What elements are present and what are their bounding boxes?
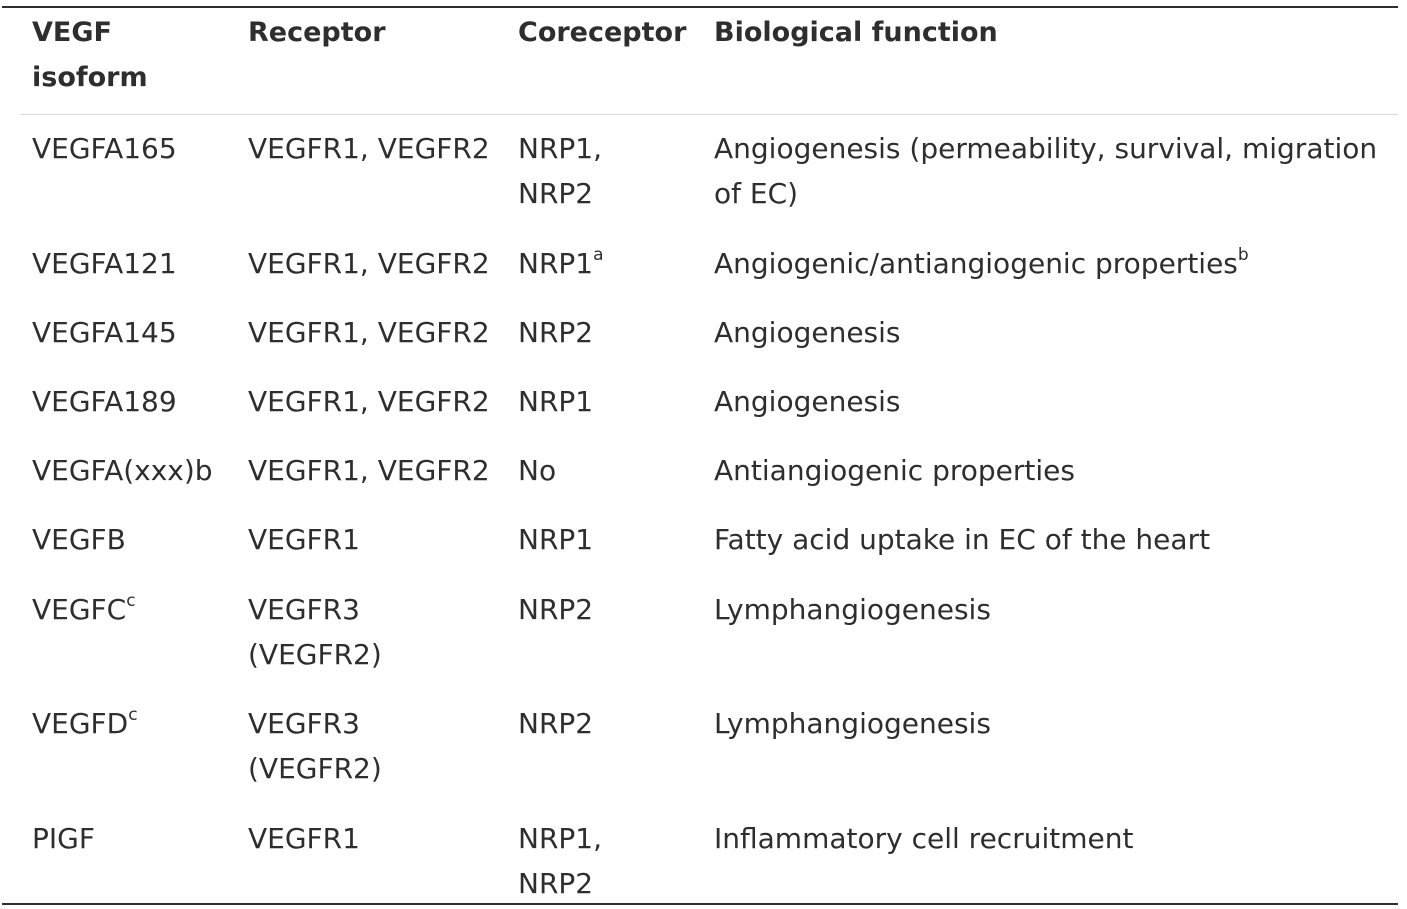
coreceptor-cell: NRP1, NRP2 [518,132,602,210]
table-bottom-rule [2,903,1398,905]
receptor-cell: VEGFR1 [248,523,360,556]
receptor-cell: VEGFR1, VEGFR2 [248,385,490,418]
isoform-cell: VEGFCc [32,590,136,626]
function-cell: Lymphangiogenesis [714,707,991,740]
footnote-marker: c [128,704,138,725]
coreceptor-cell: NRP1 [518,523,594,556]
isoform-cell: VEGFDc [32,704,138,740]
isoform-cell: VEGFA(xxx)b [32,454,213,487]
function-cell: Angiogenesis [714,385,901,418]
coreceptor-cell: NRP2 [518,707,594,740]
coreceptor-cell: NRP2 [518,593,594,626]
isoform-cell: VEGFA121 [32,247,177,280]
function-cell: Angiogenesis (permeability, survival, mi… [714,132,1378,210]
function-cell: Lymphangiogenesis [714,593,991,626]
coreceptor-cell: No [518,454,557,487]
function-cell: Fatty acid uptake in EC of the heart [714,523,1211,556]
coreceptor-cell: NRP1a [518,244,604,280]
footnote-marker: b [1237,244,1249,265]
function-cell: Angiogenic/antiangiogenic propertiesb [714,244,1249,280]
receptor-cell: VEGFR1, VEGFR2 [248,132,490,165]
isoform-cell: VEGFB [32,523,126,556]
function-cell: Inflammatory cell recruitment [714,822,1134,855]
coreceptor-cell: NRP1 [518,385,594,418]
coreceptor-cell: NRP1, NRP2 [518,822,602,900]
receptor-cell: VEGFR1, VEGFR2 [248,247,490,280]
header-coreceptor: Coreceptor [518,17,687,48]
header-biological-function: Biological function [714,17,998,48]
footnote-marker: c [126,590,136,611]
receptor-cell: VEGFR1, VEGFR2 [248,316,490,349]
footnote-marker: a [593,244,604,265]
header-receptor: Receptor [248,17,386,48]
isoform-cell: VEGFA145 [32,316,177,349]
receptor-cell: VEGFR3 (VEGFR2) [248,593,382,671]
header-rule [20,114,1398,115]
coreceptor-cell: NRP2 [518,316,594,349]
header-vegf-isoform: VEGF isoform [32,17,148,93]
table-top-rule [2,6,1398,8]
function-cell: Angiogenesis [714,316,901,349]
isoform-cell: VEGFA165 [32,132,177,165]
receptor-cell: VEGFR1, VEGFR2 [248,454,490,487]
isoform-cell: PIGF [32,822,95,855]
receptor-cell: VEGFR1 [248,822,360,855]
function-cell: Antiangiogenic properties [714,454,1075,487]
isoform-cell: VEGFA189 [32,385,177,418]
receptor-cell: VEGFR3 (VEGFR2) [248,707,382,785]
